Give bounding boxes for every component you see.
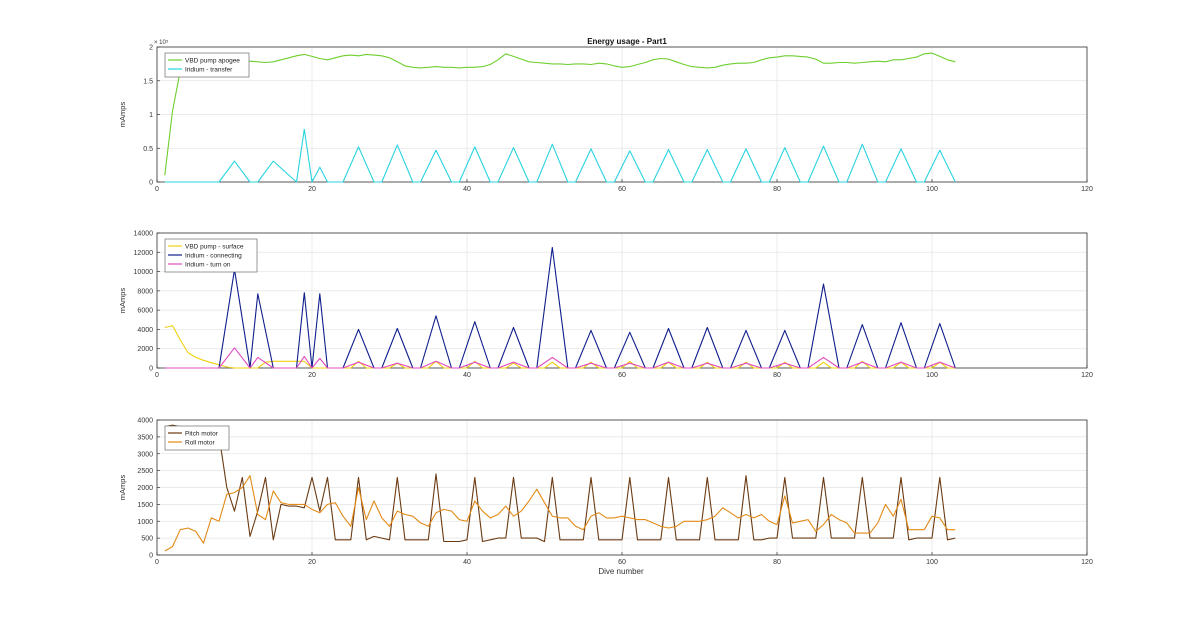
subplot-2: 0 20 40 60 80 100 120 0 2000 4000 6000 8000 10000 120… — [118, 231, 1093, 380]
y-tick-label: 0 — [149, 180, 153, 187]
x-tick-label: 120 — [1081, 186, 1093, 193]
x-tick-label: 80 — [773, 372, 781, 379]
series-line-pitch-motor — [164, 424, 956, 543]
y-axis-label: mAmps — [118, 288, 127, 314]
y-tick-label: 1000 — [137, 519, 153, 526]
series-line-roll-motor — [164, 475, 956, 552]
y-tick-label: 6000 — [137, 308, 153, 315]
x-tick-label: 60 — [618, 186, 626, 193]
legend: VBD pump - surface Iridium - connecting Ir… — [164, 238, 258, 273]
x-tick-label: 20 — [308, 186, 316, 193]
x-tick-label: 80 — [773, 559, 781, 566]
y-tick-label: 4000 — [137, 327, 153, 334]
legend: Pitch motor Roll motor — [164, 425, 230, 451]
series-line-iridium-transfer — [164, 128, 956, 183]
subplot-3: 0 20 40 60 80 100 120 0 500 1000 1500 2000 2500 3000 3… — [118, 418, 1093, 567]
y-axis-label: mAmps — [118, 475, 127, 501]
x-tick-label: 100 — [926, 372, 938, 379]
legend-box — [164, 52, 250, 78]
x-tick-label: 20 — [308, 559, 316, 566]
y-tick-label: 2500 — [137, 468, 153, 475]
y-exponent-label: × 10⁵ — [154, 39, 169, 46]
legend-label: Pitch motor — [185, 430, 219, 437]
legend-label: VBD pump - surface — [185, 243, 244, 250]
y-tick-label: 8000 — [137, 288, 153, 295]
legend-label: VBD pump apogee — [185, 57, 240, 64]
y-tick-label: 14000 — [134, 231, 154, 238]
x-tick-label: 40 — [463, 372, 471, 379]
x-tick-label: 40 — [463, 559, 471, 566]
y-tick-label: 500 — [141, 536, 153, 543]
legend-box — [164, 425, 230, 451]
y-tick-label: 3000 — [137, 451, 153, 458]
subplot-1: 0 20 40 60 80 100 120 0 0.5 1 1.5 2× 10⁵ mAmps VBD pu… — [118, 39, 1093, 193]
x-tick-label: 100 — [926, 559, 938, 566]
x-tick-label: 80 — [773, 186, 781, 193]
y-tick-label: 1.5 — [143, 78, 153, 85]
x-tick-label: 0 — [155, 372, 159, 379]
y-tick-label: 12000 — [134, 250, 154, 257]
x-tick-label: 0 — [155, 186, 159, 193]
x-tick-label: 40 — [463, 186, 471, 193]
series-line-vbd-pump-apogee — [164, 52, 956, 176]
y-tick-label: 2000 — [137, 485, 153, 492]
y-axis-label: mAmps — [118, 102, 127, 128]
x-axis-label: Dive number — [598, 567, 644, 576]
x-tick-label: 100 — [926, 186, 938, 193]
y-tick-label: 1500 — [137, 502, 153, 509]
x-tick-label: 120 — [1081, 372, 1093, 379]
x-tick-label: 60 — [618, 372, 626, 379]
legend-label: Iridium - connecting — [185, 252, 242, 259]
x-tick-label: 0 — [155, 559, 159, 566]
figure-title: Energy usage - Part1 — [587, 37, 667, 46]
y-tick-label: 0 — [149, 553, 153, 560]
x-tick-label: 120 — [1081, 559, 1093, 566]
legend-label: Iridium - transfer — [185, 66, 233, 73]
y-tick-label: 0.5 — [143, 146, 153, 153]
legend-label: Roll motor — [185, 439, 215, 446]
y-tick-label: 3500 — [137, 434, 153, 441]
legend-label: Iridium - turn on — [185, 261, 231, 268]
y-tick-label: 2 — [149, 45, 153, 52]
x-tick-label: 20 — [308, 372, 316, 379]
series-line-vbd-pump-surface — [164, 325, 956, 369]
series-line-iridium-turn-on — [164, 347, 956, 369]
y-tick-label: 1 — [149, 112, 153, 119]
y-tick-label: 4000 — [137, 418, 153, 425]
y-tick-label: 2000 — [137, 346, 153, 353]
x-tick-label: 60 — [618, 559, 626, 566]
y-tick-label: 0 — [149, 366, 153, 373]
y-tick-label: 10000 — [134, 269, 154, 276]
legend: VBD pump apogee Iridium - transfer — [164, 52, 250, 78]
